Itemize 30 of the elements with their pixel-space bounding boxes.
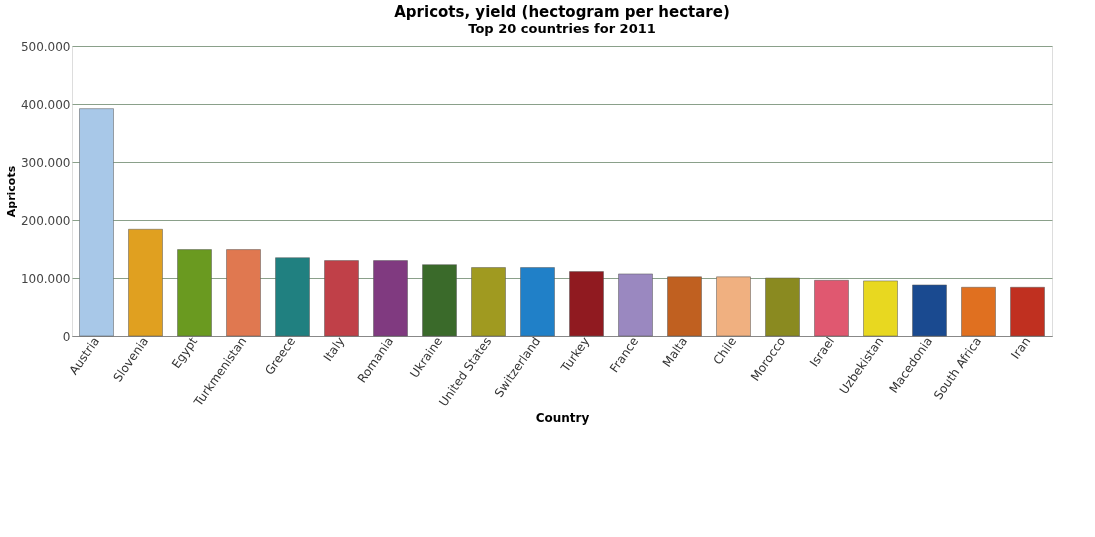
y-axis-title: Apricots [4, 165, 18, 218]
y-tick-label: 100.000 [20, 271, 71, 286]
chart-title: Apricots, yield (hectogram per hectare) [394, 3, 730, 21]
y-tick-label: 400.000 [20, 97, 71, 112]
bar [961, 287, 996, 337]
chart-subtitle: Top 20 countries for 2011 [468, 21, 656, 36]
bar [324, 260, 359, 337]
bar [569, 271, 604, 337]
bar [1010, 287, 1045, 337]
bar [520, 267, 555, 337]
bar [667, 276, 702, 337]
y-tick-label: 0 [62, 329, 71, 344]
bar [716, 276, 751, 337]
bar [226, 249, 261, 337]
bar [814, 280, 849, 337]
bar [912, 284, 947, 337]
bar [765, 277, 800, 337]
bar [128, 229, 163, 337]
bar [863, 280, 898, 337]
y-tick-label: 500.000 [20, 39, 71, 54]
bar [177, 249, 212, 337]
bar [373, 260, 408, 337]
x-axis-title: Country [535, 410, 590, 425]
bar [471, 267, 506, 337]
bar [422, 264, 457, 337]
y-tick-label: 200.000 [20, 213, 71, 228]
bar [618, 273, 653, 337]
bar [79, 108, 114, 337]
bar [275, 257, 310, 337]
y-tick-label: 300.000 [20, 155, 71, 170]
